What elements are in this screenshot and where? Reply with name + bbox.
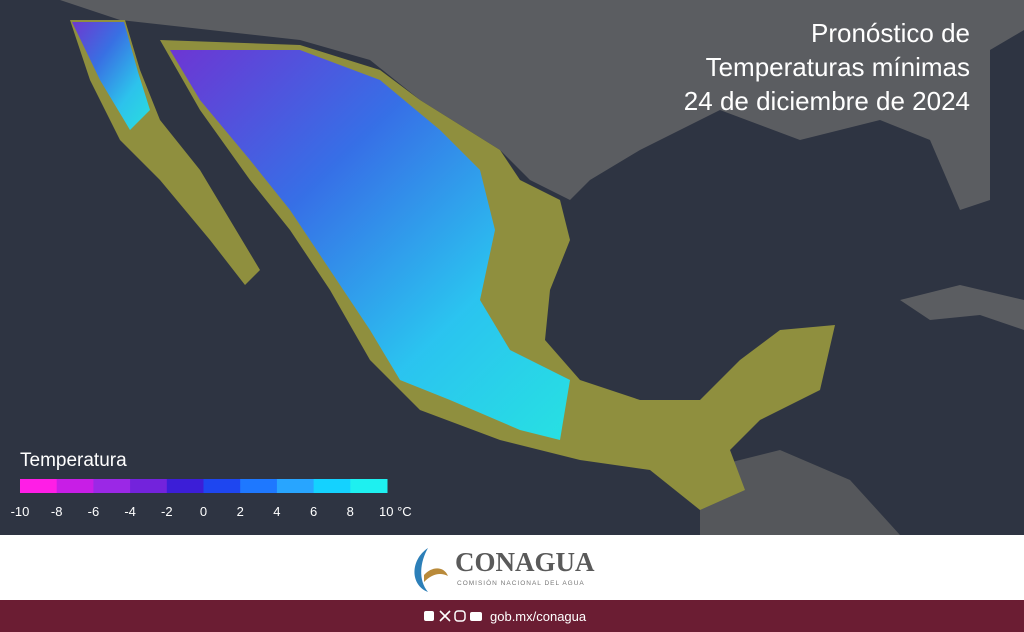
legend-swatch: [93, 479, 131, 493]
central-america: [700, 450, 900, 535]
footer: [0, 600, 1024, 632]
x-icon[interactable]: [439, 610, 451, 622]
title-line: 24 de diciembre de 2024: [684, 86, 970, 116]
logo-name: CONAGUA: [455, 547, 595, 577]
legend-tick-label: 2: [237, 504, 244, 519]
legend-tick-label: 8: [347, 504, 354, 519]
legend-swatch: [56, 479, 94, 493]
legend-tick-label: 0: [200, 504, 207, 519]
legend-swatch: [276, 479, 315, 493]
legend-swatch: [203, 479, 241, 493]
youtube-icon[interactable]: [470, 612, 482, 621]
legend-swatch: [313, 479, 351, 493]
baja-cold: [72, 22, 150, 130]
legend: Temperatura -10 -8 -6 -4 -2 0 2 4 6 8 10 °C: [11, 450, 412, 519]
legend-swatch: [240, 479, 278, 493]
logo-eagle: [424, 568, 448, 582]
footer-url[interactable]: gob.mx/conagua: [490, 609, 587, 624]
legend-title: Temperatura: [20, 450, 127, 471]
logo-subtitle: COMISIÓN NACIONAL DEL AGUA: [457, 578, 585, 587]
legend-tick-label: 4: [273, 504, 280, 519]
cold-region: [170, 50, 570, 440]
legend-swatch: [130, 479, 168, 493]
facebook-icon[interactable]: [424, 611, 434, 621]
legend-tick-label: -8: [51, 504, 63, 519]
legend-tick-label: -2: [161, 504, 173, 519]
social-icons: [424, 610, 482, 622]
legend-swatch: [350, 479, 388, 493]
legend-tick-label: 6: [310, 504, 317, 519]
instagram-icon[interactable]: [454, 610, 466, 622]
legend-tick-label: -4: [124, 504, 136, 519]
title-line: Pronóstico de: [811, 18, 970, 48]
cuba: [900, 285, 1024, 330]
legend-swatch: [166, 479, 204, 493]
logo-drop: [414, 548, 428, 592]
legend-tick-label: 10 °C: [379, 504, 412, 519]
legend-swatch: [20, 479, 58, 493]
legend-tick-label: -6: [88, 504, 100, 519]
usa-land: [60, 0, 1024, 210]
title-line: Temperaturas mínimas: [706, 52, 970, 82]
legend-tick-label: -10: [11, 504, 30, 519]
logo-band: [0, 535, 1024, 600]
